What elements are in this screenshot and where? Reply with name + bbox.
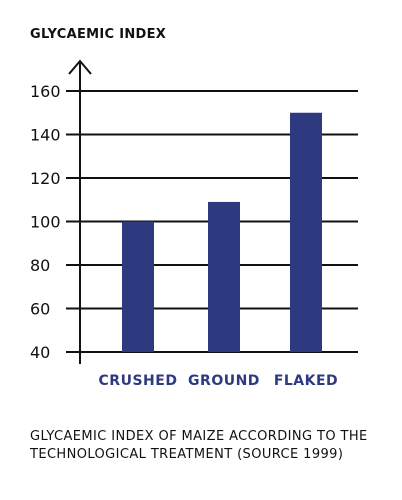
bar-ground [208,201,240,352]
category-label: GROUND [188,373,260,389]
category-labels: CRUSHED GROUND FLAKED [99,373,338,389]
y-tick-label: 80 [30,256,50,275]
y-tick-label: 60 [30,300,50,319]
y-tick-label: 40 [30,343,50,362]
y-tick-labels: 40 60 80 100 120 140 160 [30,82,61,362]
category-label: CRUSHED [99,373,178,389]
y-axis-label: GLYCAEMIC INDEX [30,27,166,42]
category-label: FLAKED [274,373,338,389]
y-axis-arrow-icon [68,59,92,75]
chart-caption: GLYCAEMIC INDEX OF MAIZE ACCORDING TO TH… [30,429,368,462]
y-tick-label: 100 [30,213,61,232]
y-tick-label: 160 [30,82,61,101]
bar-chart: GLYCAEMIC INDEX 40 60 80 100 120 140 160 CRUSH… [30,27,358,389]
y-axis [68,59,92,364]
bars [122,112,322,352]
bar-flaked [290,112,322,352]
y-tick-label: 140 [30,126,61,145]
bar-crushed [122,221,154,352]
y-tick-label: 120 [30,169,61,188]
